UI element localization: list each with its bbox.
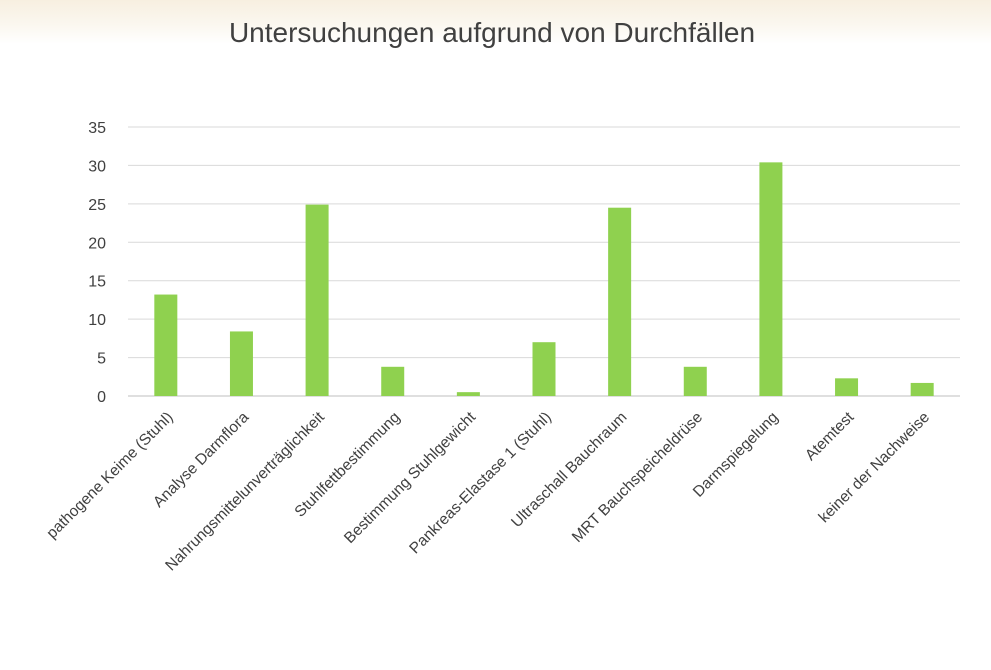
bar — [910, 382, 934, 396]
bar — [608, 207, 632, 396]
y-tick-label: 35 — [88, 120, 106, 137]
x-tick-label: MRT Bauchspeicheldrüse — [569, 409, 706, 546]
y-tick-label: 10 — [88, 312, 106, 329]
x-tick-label: Pankreas-Elastase 1 (Stuhl) — [406, 409, 554, 557]
x-tick-label: Bestimmung Stuhlgewicht — [341, 408, 480, 547]
y-tick-label: 30 — [88, 158, 106, 175]
header-background — [0, 0, 991, 44]
bar — [759, 162, 783, 396]
y-tick-label: 0 — [97, 389, 106, 406]
bars — [154, 162, 934, 396]
x-tick-label: Nahrungsmittelunverträglichkeit — [162, 408, 328, 574]
bar — [154, 294, 178, 396]
bar — [305, 204, 329, 396]
chart-title: Untersuchungen aufgrund von Durchfällen — [229, 17, 755, 48]
y-tick-label: 25 — [88, 197, 106, 214]
bar — [683, 366, 707, 396]
bar — [229, 331, 253, 396]
y-tick-label: 5 — [97, 351, 106, 368]
bar — [532, 342, 556, 396]
bar — [381, 366, 405, 396]
y-tick-label: 15 — [88, 274, 106, 291]
x-tick-label: pathogene Keime (Stuhl) — [43, 409, 176, 542]
y-tick-label: 20 — [88, 235, 106, 252]
bar — [456, 392, 480, 396]
x-axis-ticks: pathogene Keime (Stuhl)Analyse Darmflora… — [43, 408, 933, 574]
y-axis-ticks: 0 5 10 15 20 25 30 35 — [88, 120, 106, 406]
x-tick-label: Atemtest — [802, 408, 858, 464]
bar — [835, 378, 859, 396]
